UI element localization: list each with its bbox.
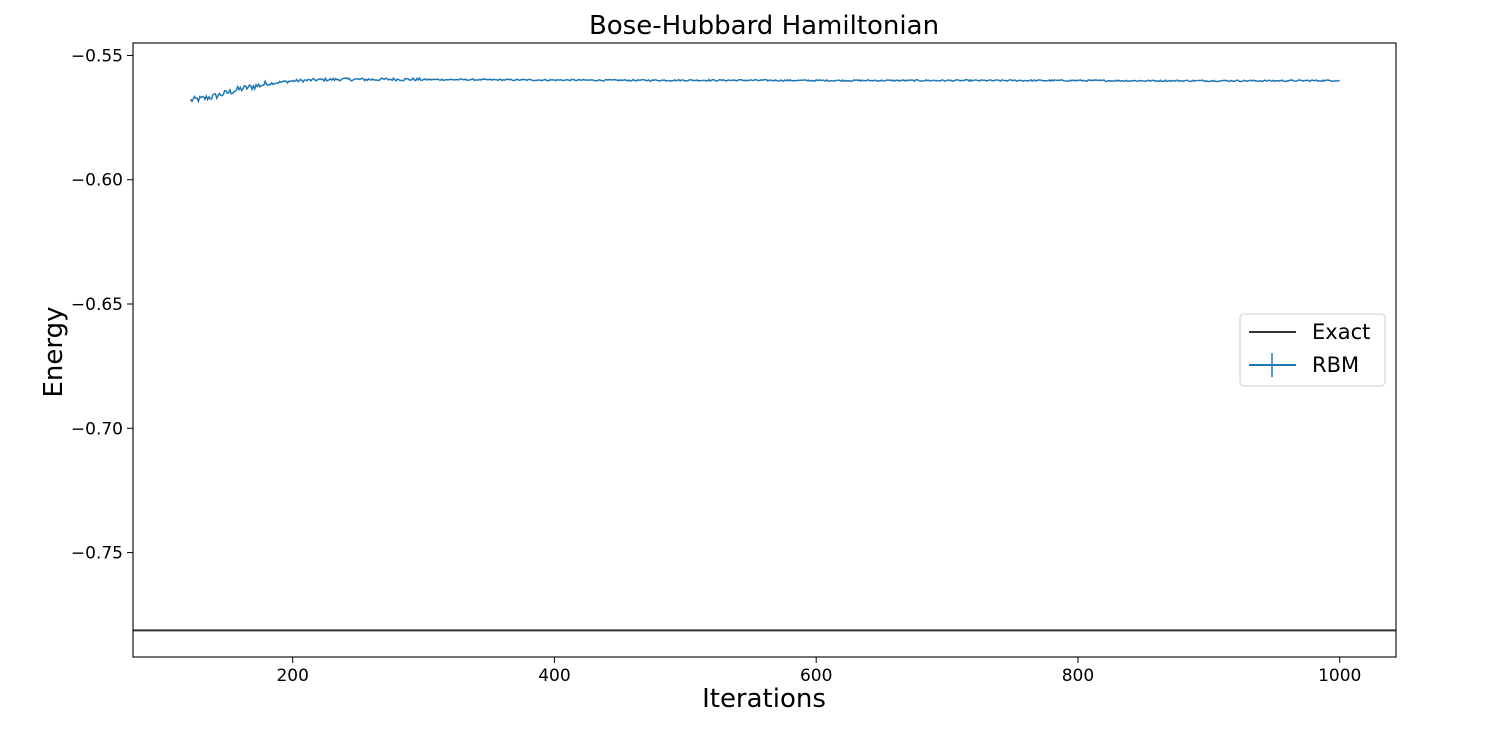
- plot-area: [132, 42, 1397, 658]
- legend-exact-label: Exact: [1312, 320, 1370, 344]
- y-tick-label: −0.55: [71, 46, 123, 66]
- y-axis-label: Energy: [39, 306, 69, 397]
- x-axis-label: Iterations: [702, 684, 826, 714]
- legend-rbm-label: RBM: [1312, 353, 1359, 377]
- x-tick-label: 1000: [1318, 666, 1361, 686]
- chart-title: Bose-Hubbard Hamiltonian: [589, 11, 939, 41]
- rbm-series-line: [189, 76, 1340, 104]
- y-tick-label: −0.75: [71, 544, 123, 564]
- y-axis-ticks: −0.55 −0.60 −0.65 −0.70 −0.75: [71, 46, 133, 564]
- x-tick-label: 800: [1062, 666, 1094, 686]
- x-tick-label: 200: [276, 666, 308, 686]
- x-tick-label: 600: [800, 666, 832, 686]
- x-axis-ticks: 200 400 600 800 1000: [276, 657, 1361, 686]
- legend: Exact RBM: [1239, 313, 1386, 387]
- plot-frame: [132, 42, 1397, 658]
- series-layer: [133, 76, 1396, 632]
- x-tick-label: 400: [538, 666, 570, 686]
- y-tick-label: −0.60: [71, 171, 123, 191]
- y-tick-label: −0.65: [71, 295, 123, 315]
- y-tick-label: −0.70: [71, 419, 123, 439]
